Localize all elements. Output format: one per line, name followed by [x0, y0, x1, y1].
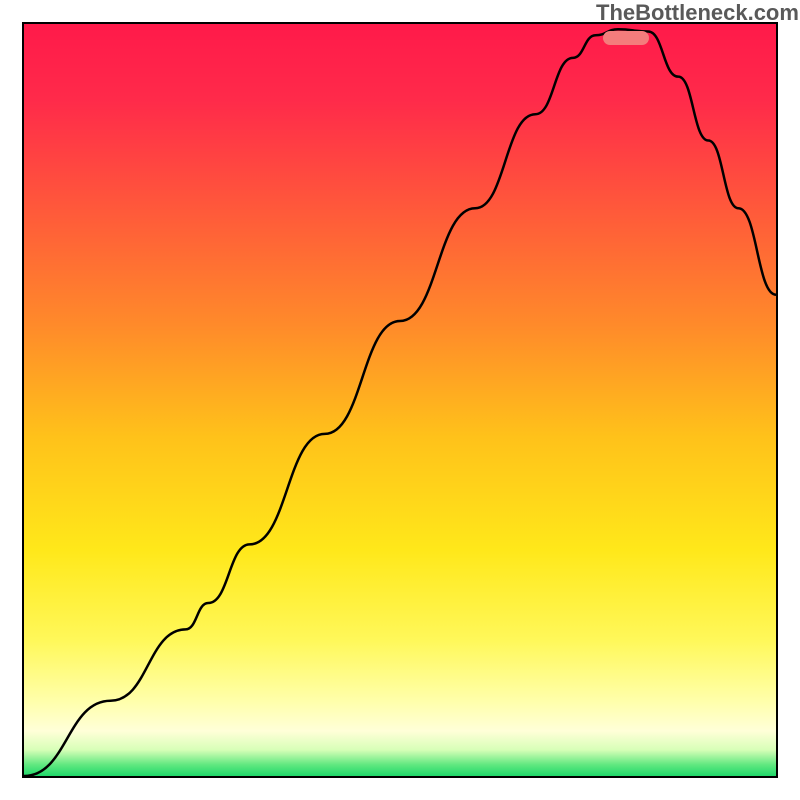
bottleneck-curve [24, 29, 776, 776]
chart-curve-svg [24, 24, 776, 776]
chart-frame [22, 22, 778, 778]
optimal-marker [603, 31, 649, 45]
